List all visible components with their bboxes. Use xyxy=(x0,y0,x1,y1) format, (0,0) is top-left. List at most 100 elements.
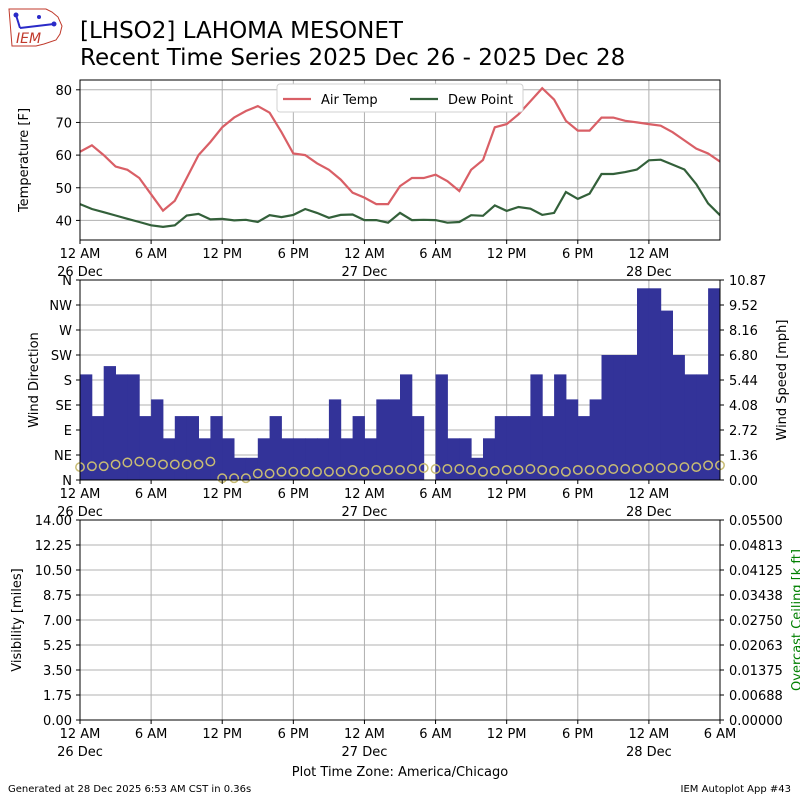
x-tick-label: 6 AM xyxy=(419,247,452,262)
wind-speed-point xyxy=(478,466,488,477)
wind-direction-bar xyxy=(637,288,650,480)
ceiling-tick-label: 0.02063 xyxy=(729,639,783,654)
x-tick-date-label: 27 Dec xyxy=(342,265,388,280)
wind-speed-point xyxy=(359,466,370,477)
wind-direction-bar xyxy=(459,438,472,480)
x-tick-label: 6 AM xyxy=(704,727,737,742)
visibility-tick-label: 8.75 xyxy=(43,589,72,604)
chart-subtitle: Recent Time Series 2025 Dec 26 - 2025 De… xyxy=(80,45,626,71)
x-tick-label: 12 PM xyxy=(202,247,242,262)
wind-speed-point xyxy=(264,468,275,479)
y-tick-label: 50 xyxy=(55,182,72,197)
wind-speed-point xyxy=(169,459,180,470)
wind-direction-bar xyxy=(542,416,555,480)
wind-direction-bar xyxy=(174,416,188,480)
wind-speed-point xyxy=(300,466,311,477)
x-tick-label: 12 AM xyxy=(344,247,385,262)
wind-direction-bar xyxy=(352,416,365,480)
x-tick-label: 6 PM xyxy=(562,247,593,262)
wind-direction-bar xyxy=(660,310,673,480)
wind-direction-bar xyxy=(127,374,140,480)
ceiling-tick-label: 0.05500 xyxy=(729,514,783,529)
x-tick-label: 12 AM xyxy=(60,247,101,262)
wind-speed-point xyxy=(667,463,678,473)
chart-title: [LHSO2] LAHOMA MESONET xyxy=(80,18,403,44)
wind-direction-tick-label: N xyxy=(62,474,72,489)
x-tick-label: 6 AM xyxy=(135,727,168,742)
ceiling-axis-label: Overcast Ceiling [k ft] xyxy=(790,549,800,691)
x-tick-label: 12 AM xyxy=(628,487,669,502)
wind-speed-point xyxy=(110,459,121,470)
wind-speed-point xyxy=(193,459,204,470)
wind-direction-bar xyxy=(589,399,602,480)
wind-direction-tick-label: SE xyxy=(56,399,72,414)
wind-direction-bar xyxy=(139,416,152,480)
visibility-panel-frame xyxy=(79,519,721,721)
wind-speed-point xyxy=(489,465,500,476)
wind-direction-bar xyxy=(684,374,697,480)
wind-speed-point xyxy=(430,464,441,474)
legend-label-air-temp: Air Temp xyxy=(321,93,378,108)
x-tick-label: 12 AM xyxy=(60,487,101,502)
wind-direction-bar xyxy=(186,416,199,480)
wind-direction-tick-label: SW xyxy=(51,349,72,364)
app-label: IEM Autoplot App #43 xyxy=(680,784,791,795)
wind-speed-point xyxy=(146,457,157,468)
y-tick-label: 40 xyxy=(55,214,72,229)
wind-direction-bar xyxy=(317,438,330,480)
wind-speed-point xyxy=(252,468,263,479)
wind-direction-tick-label: W xyxy=(59,324,72,339)
wind-speed-point xyxy=(537,464,548,475)
visibility-tick-label: 0.00 xyxy=(43,714,72,729)
x-tick-label: 12 PM xyxy=(487,247,527,262)
x-tick-label: 6 PM xyxy=(562,727,593,742)
temperature-panel-frame xyxy=(79,79,721,241)
y-tick-label: 60 xyxy=(55,149,72,164)
wind-direction-bar xyxy=(234,457,247,480)
wind-direction-bar xyxy=(103,366,116,480)
wind-direction-bar xyxy=(625,355,638,480)
wind-speed-point xyxy=(632,464,642,474)
wind-speed-point xyxy=(158,459,168,470)
wind-direction-tick-label: N xyxy=(62,274,72,289)
wind-direction-bar xyxy=(554,374,567,480)
ceiling-tick-label: 0.04813 xyxy=(729,539,783,554)
wind-direction-bar xyxy=(435,374,448,480)
wind-speed-axis-label: Wind Speed [mph] xyxy=(775,320,790,441)
wind-speed-point xyxy=(596,464,607,475)
wind-speed-tick-label: 9.52 xyxy=(729,299,758,314)
timezone-label: Plot Time Zone: America/Chicago xyxy=(292,765,508,780)
x-tick-date-label: 28 Dec xyxy=(626,745,672,760)
wind-speed-point xyxy=(501,464,512,475)
temperature-axis-label: Temperature [F] xyxy=(17,108,32,213)
wind-speed-point xyxy=(406,464,417,474)
wind-speed-point xyxy=(98,461,109,472)
wind-speed-point xyxy=(395,464,405,475)
wind-speed-tick-label: 8.16 xyxy=(729,324,758,339)
x-tick-label: 6 AM xyxy=(135,247,168,262)
wind-speed-point xyxy=(454,464,465,474)
dew-point-line xyxy=(80,158,720,229)
wind-speed-tick-label: 2.72 xyxy=(729,424,758,439)
wind-speed-point xyxy=(181,459,192,470)
wind-direction-bar xyxy=(577,416,591,480)
wind-speed-point xyxy=(347,464,358,475)
wind-direction-bar xyxy=(708,288,721,480)
iem-logo-text: IEM xyxy=(16,31,41,47)
wind-direction-bar xyxy=(613,355,626,480)
wind-speed-point xyxy=(229,473,240,484)
wind-direction-axis-label: Wind Direction xyxy=(27,332,42,428)
wind-direction-bar xyxy=(518,416,531,480)
ceiling-tick-label: 0.02750 xyxy=(729,614,783,629)
wind-direction-bar xyxy=(163,438,176,480)
iem-logo: IEM xyxy=(8,8,63,47)
ceiling-tick-label: 0.00688 xyxy=(729,689,783,704)
wind-speed-tick-label: 6.80 xyxy=(729,349,758,364)
wind-speed-point xyxy=(643,463,654,473)
wind-direction-bar xyxy=(328,399,342,480)
x-tick-label: 6 PM xyxy=(278,487,309,502)
wind-speed-point xyxy=(312,466,322,477)
visibility-tick-label: 14.00 xyxy=(35,514,72,529)
x-tick-date-label: 27 Dec xyxy=(342,505,388,520)
